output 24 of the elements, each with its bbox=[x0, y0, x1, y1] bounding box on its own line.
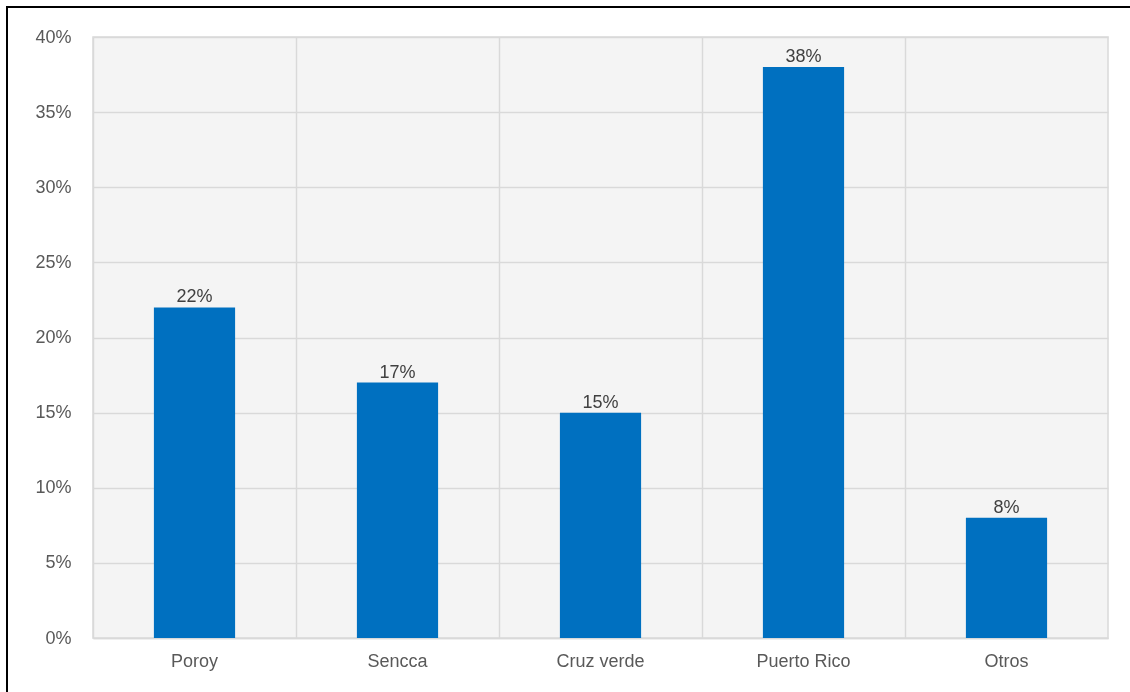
y-tick-label: 35% bbox=[35, 101, 72, 122]
y-tick-label: 25% bbox=[35, 251, 72, 272]
data-label: 17% bbox=[379, 361, 416, 382]
data-label: 8% bbox=[993, 496, 1020, 517]
x-tick-label: Poroy bbox=[170, 650, 219, 671]
y-tick-label: 30% bbox=[35, 176, 72, 197]
data-label: 38% bbox=[785, 46, 822, 67]
y-tick-label: 15% bbox=[35, 402, 72, 423]
bar bbox=[559, 412, 642, 638]
data-label: 15% bbox=[582, 391, 619, 412]
x-tick-label: Cruz verde bbox=[556, 650, 645, 671]
y-tick-label: 40% bbox=[35, 26, 72, 47]
y-tick-label: 5% bbox=[45, 552, 72, 573]
y-tick-label: 0% bbox=[45, 627, 72, 648]
x-tick-label: Otros bbox=[984, 650, 1029, 671]
bar bbox=[356, 382, 439, 638]
y-tick-label: 20% bbox=[35, 327, 72, 347]
x-tick-label: Puerto Rico bbox=[756, 650, 851, 671]
x-tick-label: Sencca bbox=[367, 650, 429, 671]
bar bbox=[762, 67, 845, 638]
bar bbox=[965, 517, 1048, 638]
y-tick-label: 10% bbox=[35, 477, 72, 498]
bar bbox=[153, 307, 236, 638]
data-label: 22% bbox=[176, 286, 213, 307]
